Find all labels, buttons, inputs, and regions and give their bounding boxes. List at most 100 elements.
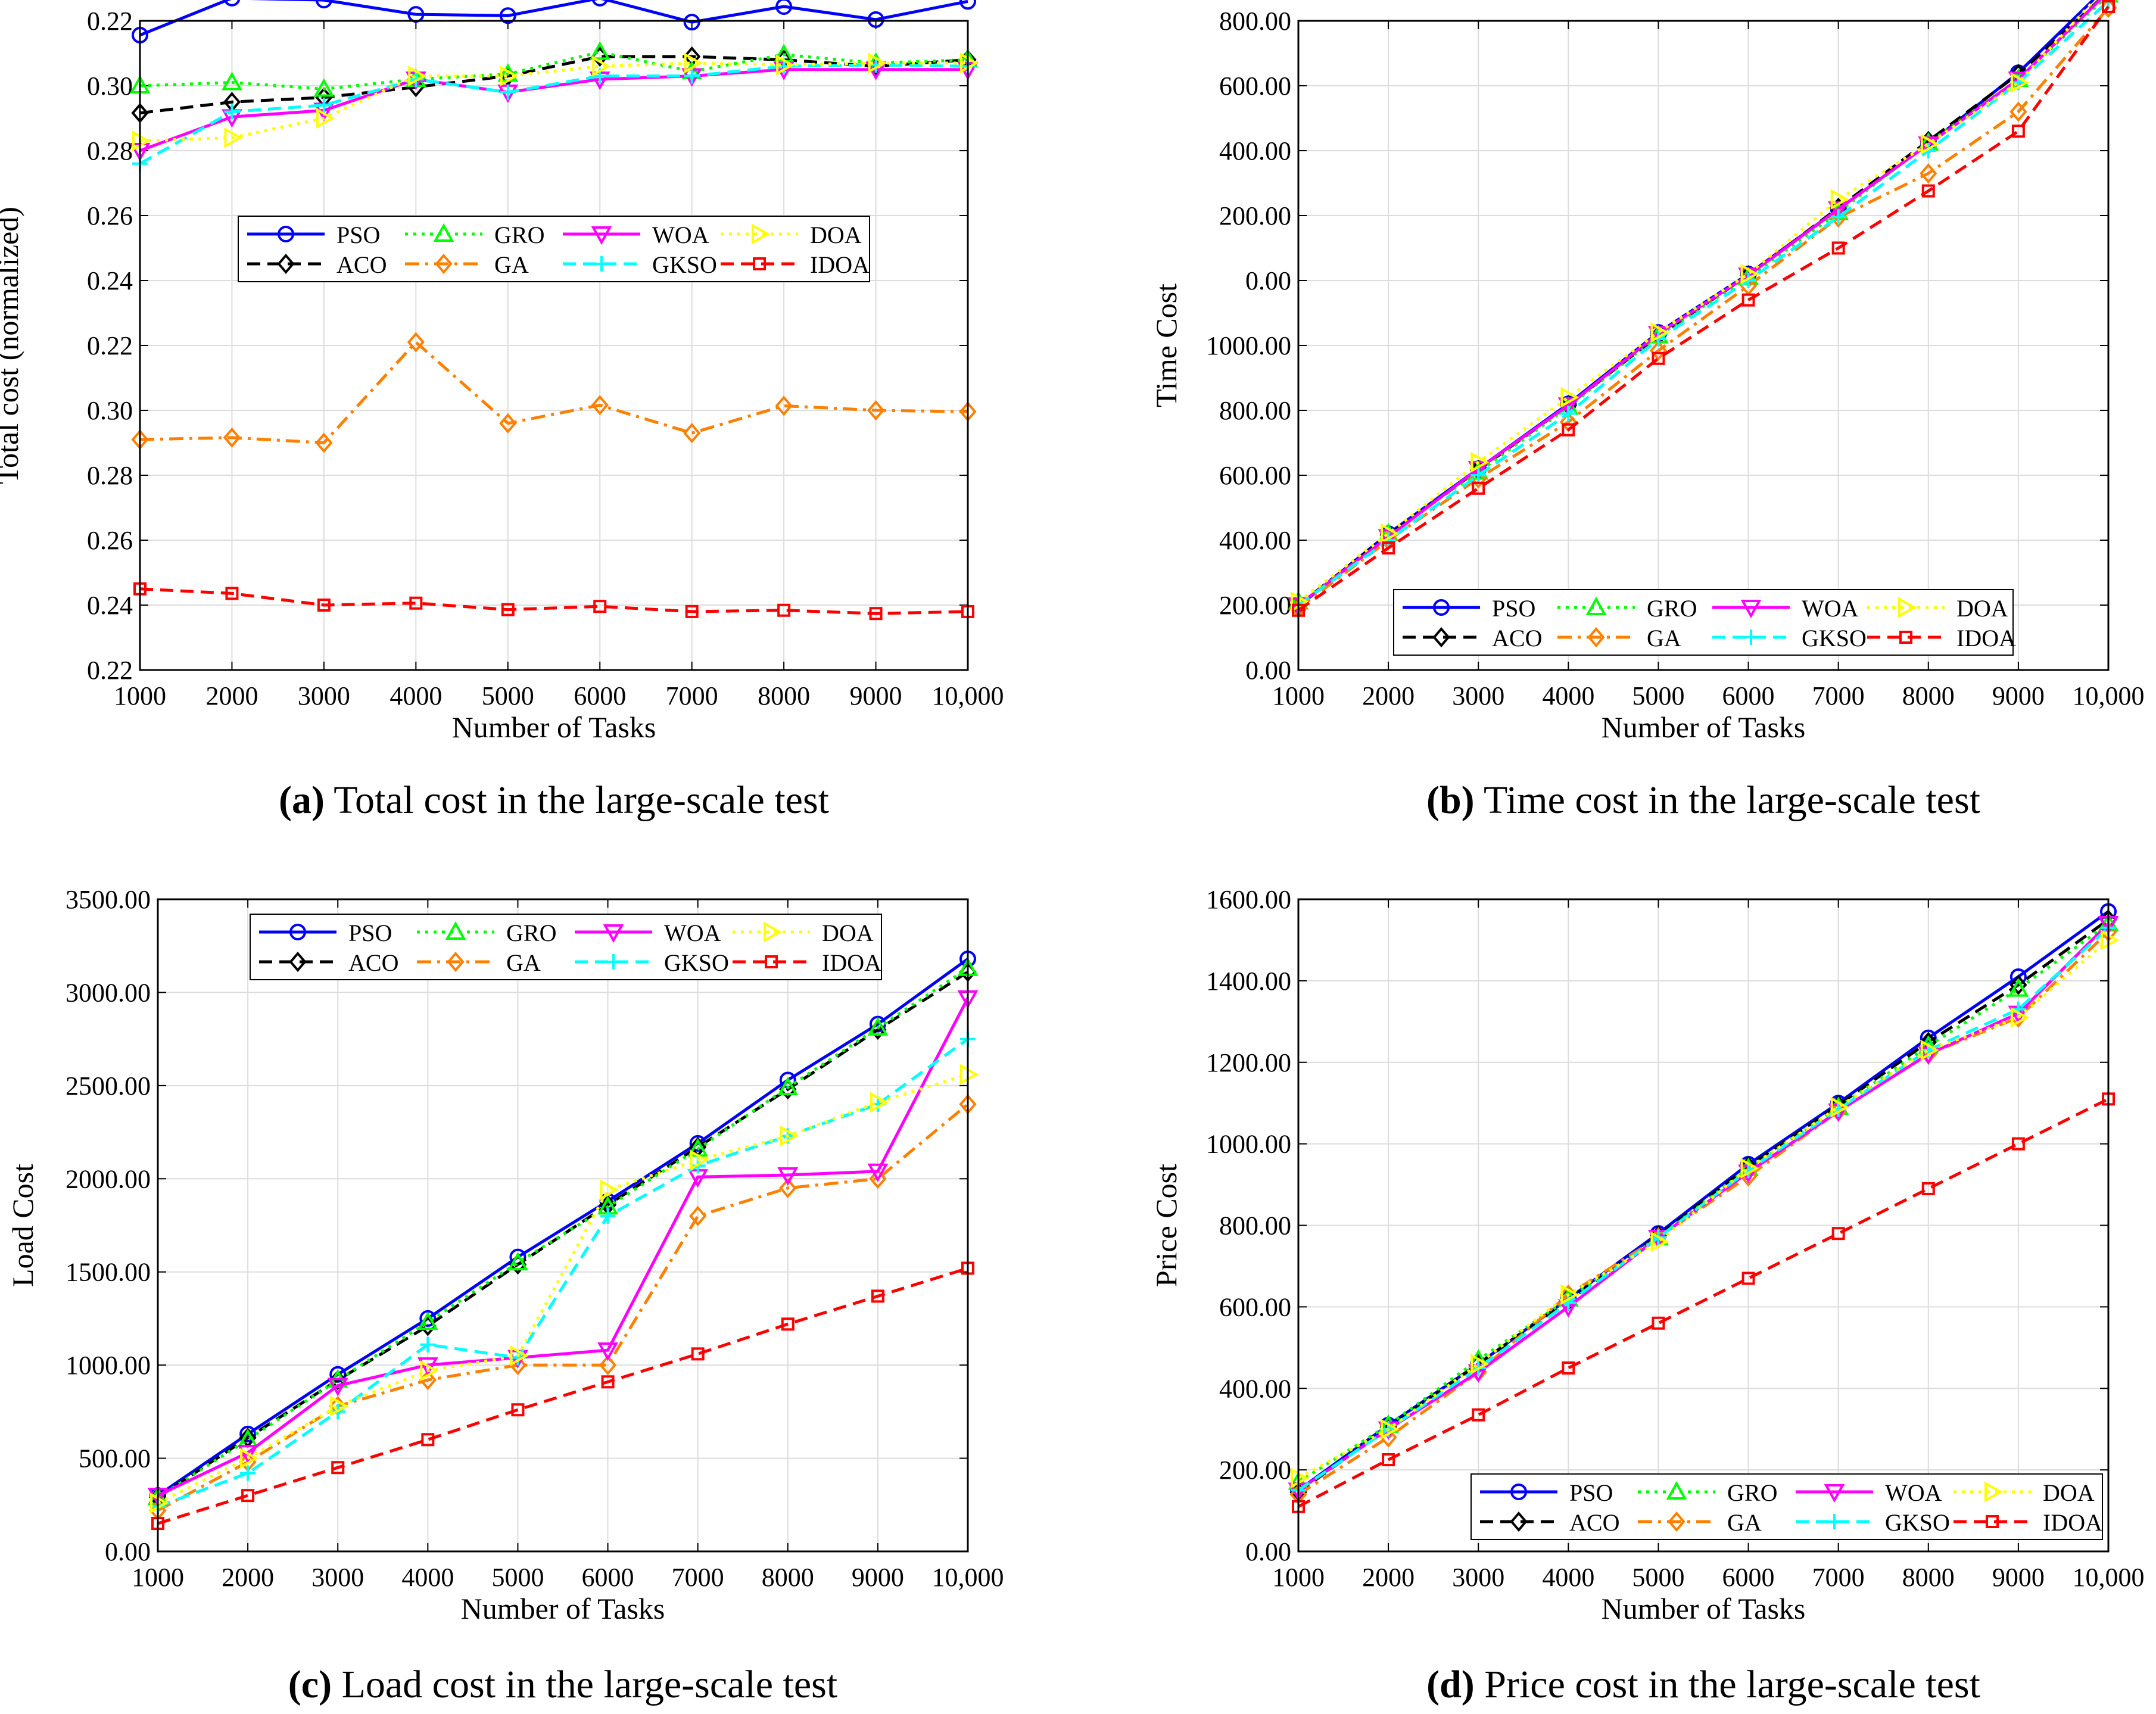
x-tick-label: 4000 — [401, 1563, 454, 1592]
marker — [599, 1355, 617, 1376]
marker — [500, 66, 519, 87]
y-tick-label: 400.00 — [1219, 1374, 1291, 1403]
series-line — [157, 997, 970, 1497]
marker — [781, 1317, 795, 1331]
marker — [1560, 387, 1579, 408]
marker — [871, 1289, 884, 1303]
x-tick-label: 8000 — [758, 681, 810, 710]
legend-label-aco: ACO — [1492, 625, 1542, 652]
legend-label-ga: GA — [1647, 625, 1681, 652]
x-tick-label: 7000 — [1812, 681, 1865, 710]
series-line — [139, 61, 968, 143]
marker — [408, 66, 427, 87]
x-tick-label: 8000 — [1902, 681, 1955, 710]
marker — [1381, 1419, 1400, 1440]
marker — [408, 71, 424, 88]
marker — [591, 0, 608, 7]
marker — [1652, 351, 1665, 365]
marker — [1831, 241, 1845, 255]
x-tick-label: 9000 — [1992, 1563, 2045, 1592]
marker — [779, 1177, 797, 1199]
x-tick-label: 5000 — [1632, 1563, 1684, 1592]
x-tick-label: 7000 — [672, 1563, 724, 1592]
marker — [764, 921, 783, 943]
marker — [433, 223, 454, 242]
marker — [1652, 1316, 1665, 1330]
series-line — [157, 1073, 968, 1504]
marker — [594, 256, 609, 272]
marker — [316, 97, 332, 113]
x-tick-label: 9000 — [850, 681, 902, 710]
legend-label-gro: GRO — [494, 222, 544, 248]
marker — [775, 0, 793, 15]
marker — [225, 587, 239, 600]
marker — [435, 253, 453, 275]
y-tick-label: 0.30 — [87, 396, 133, 425]
marker — [1830, 189, 1849, 210]
marker — [1740, 1158, 1759, 1179]
legend-label-gkso: GKSO — [1885, 1509, 1950, 1536]
legend-label-gro: GRO — [1647, 595, 1697, 622]
marker — [316, 108, 335, 129]
marker — [313, 78, 335, 97]
series-line — [157, 967, 969, 1499]
y-tick-label: 1000.00 — [1206, 1130, 1291, 1159]
x-tick-label: 8000 — [1902, 1563, 1955, 1592]
y-tick-label: 600.00 — [1219, 1292, 1291, 1322]
x-tick-label: 1000 — [1272, 1563, 1325, 1592]
marker — [1472, 481, 1485, 495]
marker — [317, 599, 331, 612]
series-idoa — [1292, 1092, 2115, 1513]
marker — [1433, 599, 1450, 616]
x-tick-label: 6000 — [582, 1563, 634, 1592]
caption-letter: (b) — [1426, 778, 1475, 822]
legend-label-pso: PSO — [1569, 1479, 1613, 1506]
legend-label-aco: ACO — [337, 251, 387, 278]
series-idoa — [1292, 0, 2115, 617]
caption-letter: (a) — [279, 778, 325, 822]
marker — [224, 104, 240, 120]
marker — [224, 127, 243, 148]
series-line — [139, 0, 968, 37]
marker — [1741, 293, 1755, 307]
marker — [606, 954, 621, 970]
legend-label-idoa: IDOA — [810, 251, 870, 278]
marker — [1470, 1353, 1490, 1375]
marker — [289, 924, 306, 940]
legend-label-gkso: GKSO — [664, 949, 729, 976]
legend-label-gkso: GKSO — [652, 251, 717, 278]
x-axis-label: Number of Tasks — [461, 1592, 665, 1625]
marker — [331, 1461, 345, 1475]
x-axis-label: Number of Tasks — [452, 710, 656, 744]
marker — [777, 603, 791, 617]
marker — [445, 921, 466, 940]
x-tick-label: 6000 — [574, 681, 626, 710]
marker — [683, 14, 700, 31]
legend-box — [250, 914, 882, 980]
axes-frame — [1297, 20, 2110, 671]
caption-text: Price cost in the large-scale test — [1475, 1663, 1980, 1706]
y-tick-label: 600.00 — [1219, 461, 1291, 490]
caption-text: Time cost in the large-scale test — [1475, 778, 1980, 822]
series-line — [1297, 0, 2110, 607]
series-line — [139, 68, 968, 152]
chart-panel-d: 0.00 200.00 400.00 600.00 800.00 1000.00 1200.… — [1149, 885, 2145, 1706]
marker — [240, 1448, 259, 1469]
y-tick-label: 0.24 — [87, 591, 133, 620]
legend-label-gro: GRO — [1727, 1479, 1777, 1506]
marker — [1382, 1453, 1395, 1467]
y-tick-label: 400.00 — [1219, 136, 1291, 166]
legend-label-idoa: IDOA — [822, 949, 881, 976]
x-tick-label: 10,000 — [932, 1563, 1004, 1592]
x-tick-label: 4000 — [1542, 1563, 1594, 1592]
legend-label-aco: ACO — [1569, 1509, 1619, 1536]
marker — [222, 71, 242, 91]
y-tick-label: 0.22 — [87, 331, 133, 360]
marker — [1649, 340, 1668, 361]
marker — [407, 332, 425, 353]
y-tick-label: 0.22 — [87, 7, 133, 36]
y-tick-label: 1400.00 — [1206, 967, 1291, 996]
x-tick-label: 3000 — [298, 681, 350, 710]
marker — [689, 1205, 707, 1226]
marker — [1470, 468, 1487, 483]
